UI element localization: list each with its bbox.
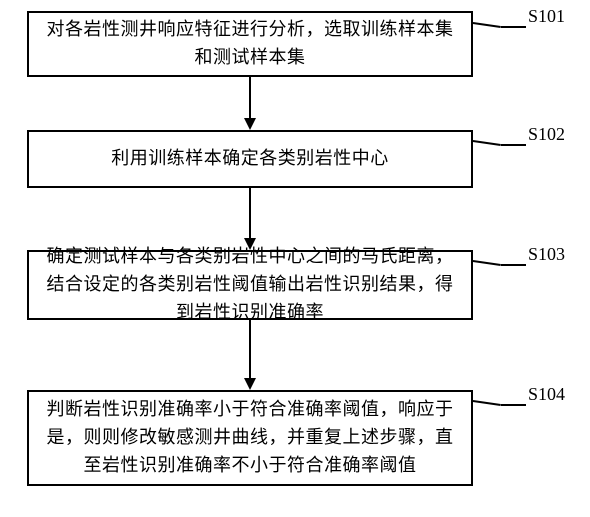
leader-horiz-2 bbox=[501, 144, 526, 146]
leader-diag-4 bbox=[473, 400, 501, 405]
leader-diag-2 bbox=[473, 140, 501, 145]
arrow-head-1 bbox=[244, 118, 256, 130]
arrow-head-3 bbox=[244, 378, 256, 390]
flow-step-3: 确定测试样本与各类别岩性中心之间的马氏距离，结合设定的各类别岩性阈值输出岩性识别… bbox=[27, 250, 473, 320]
arrow-line-3 bbox=[249, 320, 251, 378]
step-label-s104: S104 bbox=[528, 384, 565, 405]
flow-step-4: 判断岩性识别准确率小于符合准确率阈值，响应于是，则则修改敏感测井曲线，并重复上述… bbox=[27, 390, 473, 486]
flowchart-canvas: 对各岩性测井响应特征进行分析，选取训练样本集和测试样本集利用训练样本确定各类别岩… bbox=[0, 0, 590, 517]
flow-step-text: 对各岩性测井响应特征进行分析，选取训练样本集和测试样本集 bbox=[41, 16, 459, 72]
leader-horiz-1 bbox=[501, 26, 526, 28]
step-label-s101: S101 bbox=[528, 6, 565, 27]
leader-horiz-4 bbox=[501, 404, 526, 406]
step-label-s102: S102 bbox=[528, 124, 565, 145]
flow-step-2: 利用训练样本确定各类别岩性中心 bbox=[27, 130, 473, 188]
flow-step-1: 对各岩性测井响应特征进行分析，选取训练样本集和测试样本集 bbox=[27, 11, 473, 77]
arrow-line-2 bbox=[249, 188, 251, 238]
arrow-head-2 bbox=[244, 238, 256, 250]
leader-diag-3 bbox=[473, 260, 501, 265]
flow-step-text: 利用训练样本确定各类别岩性中心 bbox=[111, 145, 389, 173]
flow-step-text: 确定测试样本与各类别岩性中心之间的马氏距离，结合设定的各类别岩性阈值输出岩性识别… bbox=[41, 243, 459, 327]
leader-diag-1 bbox=[473, 22, 501, 27]
arrow-line-1 bbox=[249, 77, 251, 118]
flow-step-text: 判断岩性识别准确率小于符合准确率阈值，响应于是，则则修改敏感测井曲线，并重复上述… bbox=[41, 396, 459, 480]
step-label-s103: S103 bbox=[528, 244, 565, 265]
leader-horiz-3 bbox=[501, 264, 526, 266]
